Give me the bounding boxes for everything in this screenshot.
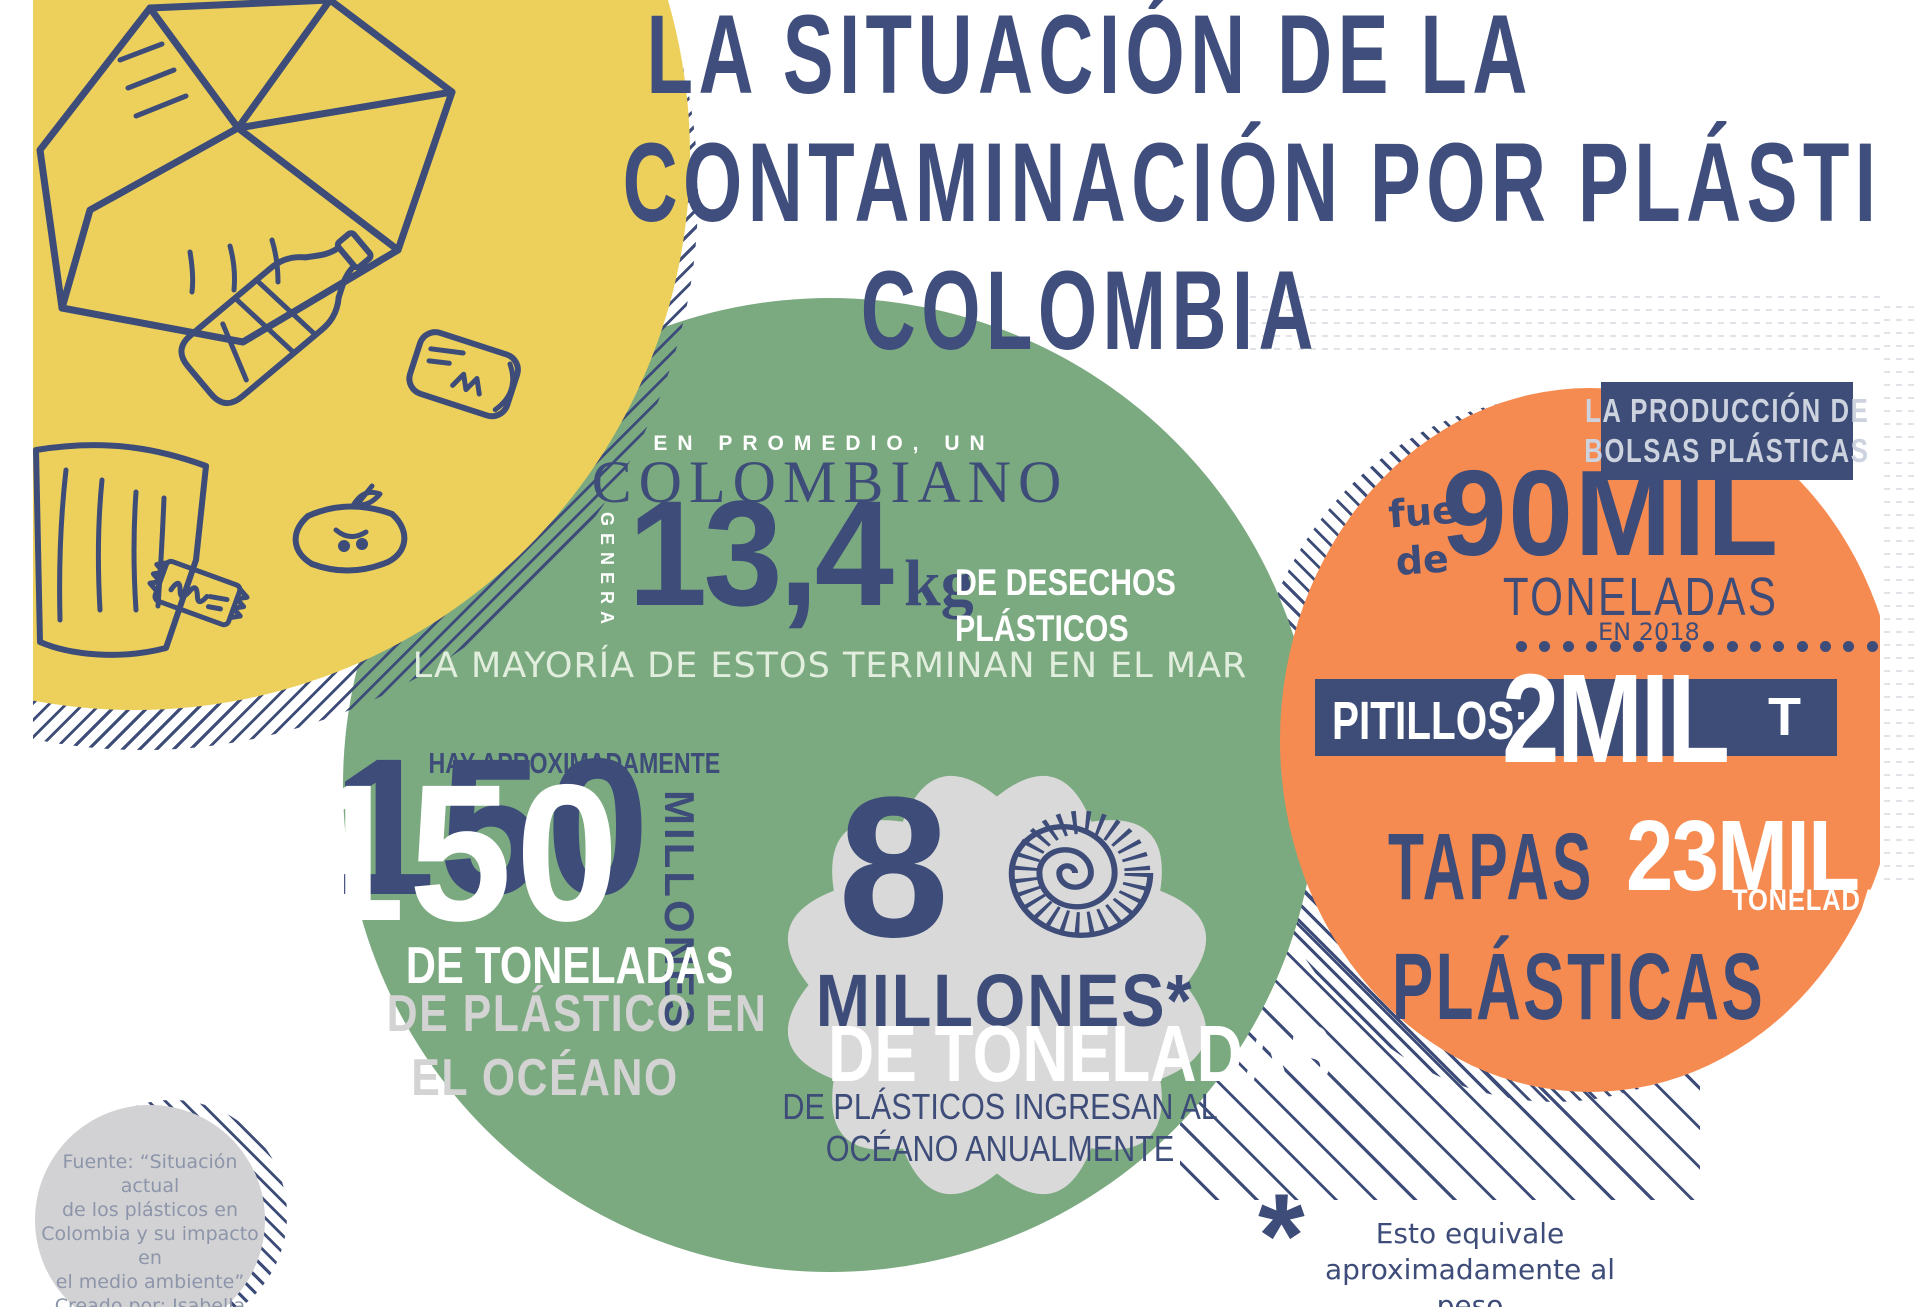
source-circle [35, 1105, 265, 1307]
left-margin [0, 0, 33, 1307]
texture-right-column [1884, 300, 1920, 880]
crumpled-paper-icon [36, 0, 456, 346]
dotted-divider [1516, 641, 1878, 652]
de-toneladas-green: DE TONELADAS [405, 937, 734, 995]
t-superscript: T [1768, 687, 1801, 747]
pitillos-label: PITILLOS: [1332, 691, 1528, 751]
footnote-text: Esto equivale aproximadamente al peso de… [1324, 1217, 1616, 1307]
millones-vertical: MILLONES [656, 790, 703, 1031]
desechos-lines: DE DESECHOS PLÁSTICOS [955, 562, 1176, 649]
trash-doodles [33, 0, 521, 658]
bolsas-box: LA PRODUCCIÓN DE BOLSAS PLÁSTICAS [1584, 382, 1868, 480]
kg-value: 13,4 kg [628, 469, 974, 637]
tapas-label: TAPAS [1388, 814, 1595, 920]
candy-wrapper-icon [147, 558, 250, 628]
bottle-icon [178, 230, 374, 407]
title-line2: CONTAMINACIÓN POR PLÁSTICOS EN [622, 120, 1920, 245]
right-margin [1880, 0, 1920, 1307]
plastic-bag-icon [33, 442, 209, 658]
plasticas-label: PLÁSTICAS [1392, 934, 1766, 1040]
title-line1: LA SITUACIÓN DE LA [646, 0, 1534, 117]
texture-top-band [1250, 290, 1890, 350]
can-icon [406, 329, 521, 420]
apple-core-icon [292, 483, 408, 574]
n23mil: 23MIL [1626, 800, 1860, 912]
n2mil: 2MIL [1502, 648, 1730, 789]
n150: 150 [302, 744, 623, 962]
badge-n8: 8 [838, 756, 950, 979]
el-oceano: EL OCÉANO [411, 1049, 679, 1107]
mayoria-note: LA MAYORÍA DE ESTOS TERMINAN EN EL MAR [412, 646, 1248, 686]
badge-de-toneladas: DE TONELADAS [827, 1009, 1332, 1098]
toneladas-90: TONELADAS [1502, 567, 1779, 627]
promedio-label: EN PROMEDIO, UN [653, 432, 995, 455]
footnote-star: * [1258, 1169, 1305, 1303]
bolsas-box-line2: BOLSAS PLÁSTICAS [1584, 432, 1870, 469]
toneladas-23: TONELADAS [1732, 884, 1898, 917]
genera-vertical-label: GENERA [597, 512, 617, 632]
colombiano-label: COLOMBIANO [591, 449, 1069, 515]
badge-desc: DE PLÁSTICOS INGRESAN AL OCÉANO ANUALMEN… [782, 1086, 1218, 1169]
title-line3: COLOMBIA [860, 248, 1320, 373]
page-title: LA SITUACIÓN DE LA CONTAMINACIÓN POR PLÁ… [250, 0, 1920, 392]
kg-unit: kg [903, 547, 974, 620]
hay-aproximadamente: HAY APROXIMADAMENTE [428, 748, 721, 780]
badge-scallop [787, 775, 1207, 1195]
badge-millones: MILLONES* [816, 959, 1194, 1042]
shell-icon [1008, 810, 1154, 938]
bolsas-box-line1: LA PRODUCCIÓN DE [1584, 392, 1870, 429]
source-text: Fuente: “Situación actual de los plástic… [41, 1151, 259, 1307]
n90mil: 90MIL [1442, 445, 1780, 581]
pitillos-bar [1315, 679, 1837, 756]
de-plastico-en: DE PLÁSTICO EN [386, 985, 768, 1043]
